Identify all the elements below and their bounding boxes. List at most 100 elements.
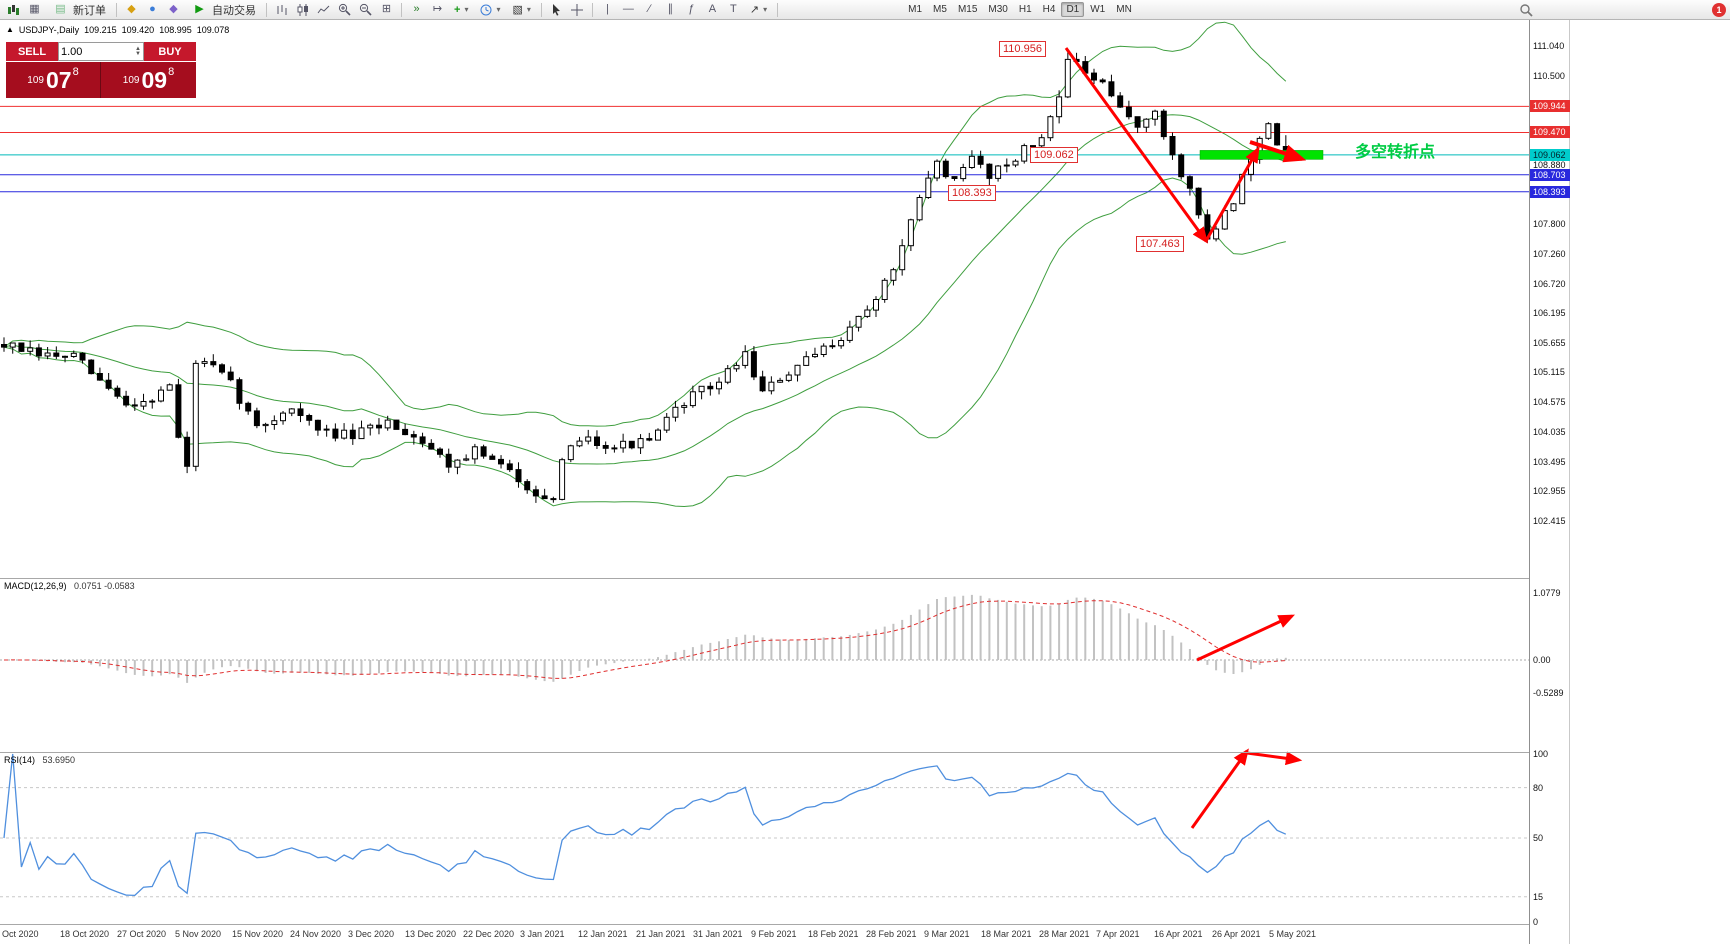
- zoom-out-icon[interactable]: [356, 2, 375, 18]
- bid-prefix: 109: [27, 74, 44, 86]
- cursor-icon[interactable]: [547, 2, 566, 18]
- window-separator[interactable]: [0, 752, 1569, 753]
- chart-canvas[interactable]: [0, 20, 1529, 944]
- navigator-icon[interactable]: ◆: [169, 3, 178, 15]
- date-label: 24 Nov 2020: [290, 929, 342, 939]
- vertical-line-icon[interactable]: |: [605, 3, 609, 15]
- fibonacci-icon[interactable]: ƒ: [688, 3, 695, 15]
- date-label: 26 Apr 2021: [1212, 929, 1261, 939]
- candlestick-chart-icon[interactable]: [293, 2, 312, 18]
- bar-chart-icon[interactable]: [272, 2, 291, 18]
- timeframe-group: M1 M5 M15 M30 H1 H4 D1 W1 MN: [903, 2, 1137, 17]
- macd-title: MACD(12,26,9): [4, 581, 67, 591]
- new-chart-icon[interactable]: [4, 2, 23, 18]
- chevron-down-icon: ▾: [526, 5, 531, 14]
- annotation-support-price[interactable]: 108.393: [948, 185, 996, 201]
- quote-header: ▲ USDJPY-,Daily 109.215 109.420 108.995 …: [6, 25, 229, 35]
- price-tick: 110.500: [1533, 71, 1565, 81]
- bid-big-digits: 07: [45, 66, 72, 93]
- indicators-button[interactable]: + ▾: [454, 3, 469, 16]
- timeframe-W1[interactable]: W1: [1090, 4, 1106, 15]
- line-chart-icon[interactable]: [314, 2, 333, 18]
- market-watch-icon[interactable]: ◆: [127, 3, 136, 15]
- profiles-icon[interactable]: ▦: [29, 3, 40, 15]
- text-label-icon[interactable]: T: [730, 3, 737, 15]
- date-label: Oct 2020: [2, 929, 39, 939]
- macd-scale-tick: 1.0779: [1533, 588, 1561, 598]
- timeframe-MN[interactable]: MN: [1116, 4, 1132, 15]
- horizontal-level-lines[interactable]: [0, 105, 1529, 193]
- timeframe-D1[interactable]: D1: [1061, 2, 1085, 17]
- quote-close: 109.078: [196, 25, 230, 35]
- text-icon[interactable]: A: [708, 3, 717, 15]
- rsi-scale-tick: 80: [1533, 783, 1544, 793]
- templates-button[interactable]: ▧ ▾: [512, 4, 531, 16]
- rsi-scale-tick: 15: [1533, 892, 1544, 902]
- toolbar-separator: [116, 2, 117, 17]
- chart-shift-icon[interactable]: ↦: [432, 3, 443, 15]
- price-level-label: 109.944: [1530, 100, 1570, 112]
- date-label: 21 Jan 2021: [636, 929, 686, 939]
- date-label: 13 Dec 2020: [405, 929, 457, 939]
- price-tick: 104.575: [1533, 397, 1566, 407]
- date-label: 18 Oct 2020: [60, 929, 110, 939]
- equidistant-channel-icon[interactable]: ∥: [667, 3, 674, 15]
- periods-button[interactable]: ▾: [475, 4, 505, 16]
- annotation-peak-price[interactable]: 110.956: [999, 41, 1046, 57]
- zoom-in-icon[interactable]: [335, 2, 354, 18]
- timeframe-M1[interactable]: M1: [908, 4, 923, 15]
- timeframe-M30[interactable]: M30: [988, 4, 1008, 15]
- crosshair-icon[interactable]: [568, 2, 587, 18]
- window-separator: [0, 924, 1569, 925]
- timeframe-M5[interactable]: M5: [933, 4, 947, 15]
- price-tick: 103.495: [1533, 457, 1566, 467]
- bid-price[interactable]: 109 07 8: [6, 62, 101, 98]
- horizontal-line-icon[interactable]: —: [622, 3, 634, 15]
- notification-badge[interactable]: 1: [1712, 3, 1726, 17]
- new-order-label: 新订单: [73, 4, 106, 17]
- auto-trading-button[interactable]: ▶ 自动交易: [185, 2, 261, 18]
- trendline-icon[interactable]: ∕: [648, 3, 651, 15]
- volume-field[interactable]: 1.00 ▲ ▼: [58, 42, 144, 61]
- main-toolbar: ▦ ▤ 新订单 ◆ ● ◆ ▶ 自动交易 ⊞ » ↦ + ▾ ▾ ▧ ▾ |: [0, 0, 1730, 20]
- tick-up-icon: ▲: [6, 25, 14, 34]
- date-label: 3 Jan 2021: [520, 929, 565, 939]
- chevron-down-icon: ▾: [464, 5, 469, 14]
- tile-windows-icon[interactable]: ⊞: [381, 3, 392, 15]
- auto-scroll-icon[interactable]: »: [413, 3, 420, 15]
- arrows-button[interactable]: ↗ ▾: [749, 4, 768, 16]
- turning-point-text[interactable]: 多空转折点: [1355, 144, 1436, 161]
- quote-high: 109.420: [121, 25, 155, 35]
- price-tick: 107.800: [1533, 219, 1566, 229]
- new-order-button[interactable]: ▤ 新订单: [46, 2, 111, 18]
- annotation-pivot-price[interactable]: 109.062: [1030, 147, 1078, 163]
- trend-arrow-annotations[interactable]: [1064, 47, 1324, 829]
- candlesticks: [1, 50, 1289, 503]
- one-click-trading-panel: SELL 1.00 ▲ ▼ BUY 109 07 8 109 09 8: [6, 42, 196, 98]
- rsi-label: RSI(14) 53.6950: [4, 755, 75, 765]
- timeframe-H1[interactable]: H1: [1018, 4, 1032, 15]
- buy-button[interactable]: BUY: [144, 42, 196, 61]
- chevron-down-icon: ▾: [496, 5, 501, 14]
- search-icon[interactable]: [1516, 2, 1535, 18]
- price-level-label: 108.393: [1530, 186, 1570, 198]
- volume-down-button[interactable]: ▼: [135, 50, 141, 57]
- price-tick: 105.115: [1533, 367, 1565, 377]
- symbol-label: USDJPY-,Daily: [18, 25, 80, 35]
- annotation-low-price[interactable]: 107.463: [1136, 236, 1184, 252]
- ask-big-digits: 09: [141, 66, 168, 93]
- sell-button[interactable]: SELL: [6, 42, 58, 61]
- data-window-icon[interactable]: ●: [149, 3, 156, 15]
- timeframe-H4[interactable]: H4: [1042, 4, 1056, 15]
- date-label: 3 Dec 2020: [348, 929, 395, 939]
- volume-value[interactable]: 1.00: [61, 45, 83, 58]
- volume-up-button[interactable]: ▲: [135, 45, 141, 52]
- date-label: 9 Feb 2021: [751, 929, 797, 939]
- ask-price[interactable]: 109 09 8: [101, 62, 196, 98]
- ask-prefix: 109: [122, 74, 140, 86]
- chevron-down-icon: ▾: [763, 5, 768, 14]
- timeframe-M15[interactable]: M15: [957, 4, 978, 15]
- window-separator[interactable]: [0, 578, 1569, 579]
- toolbar-separator: [777, 2, 779, 17]
- bid-pip-digit: 8: [72, 66, 79, 78]
